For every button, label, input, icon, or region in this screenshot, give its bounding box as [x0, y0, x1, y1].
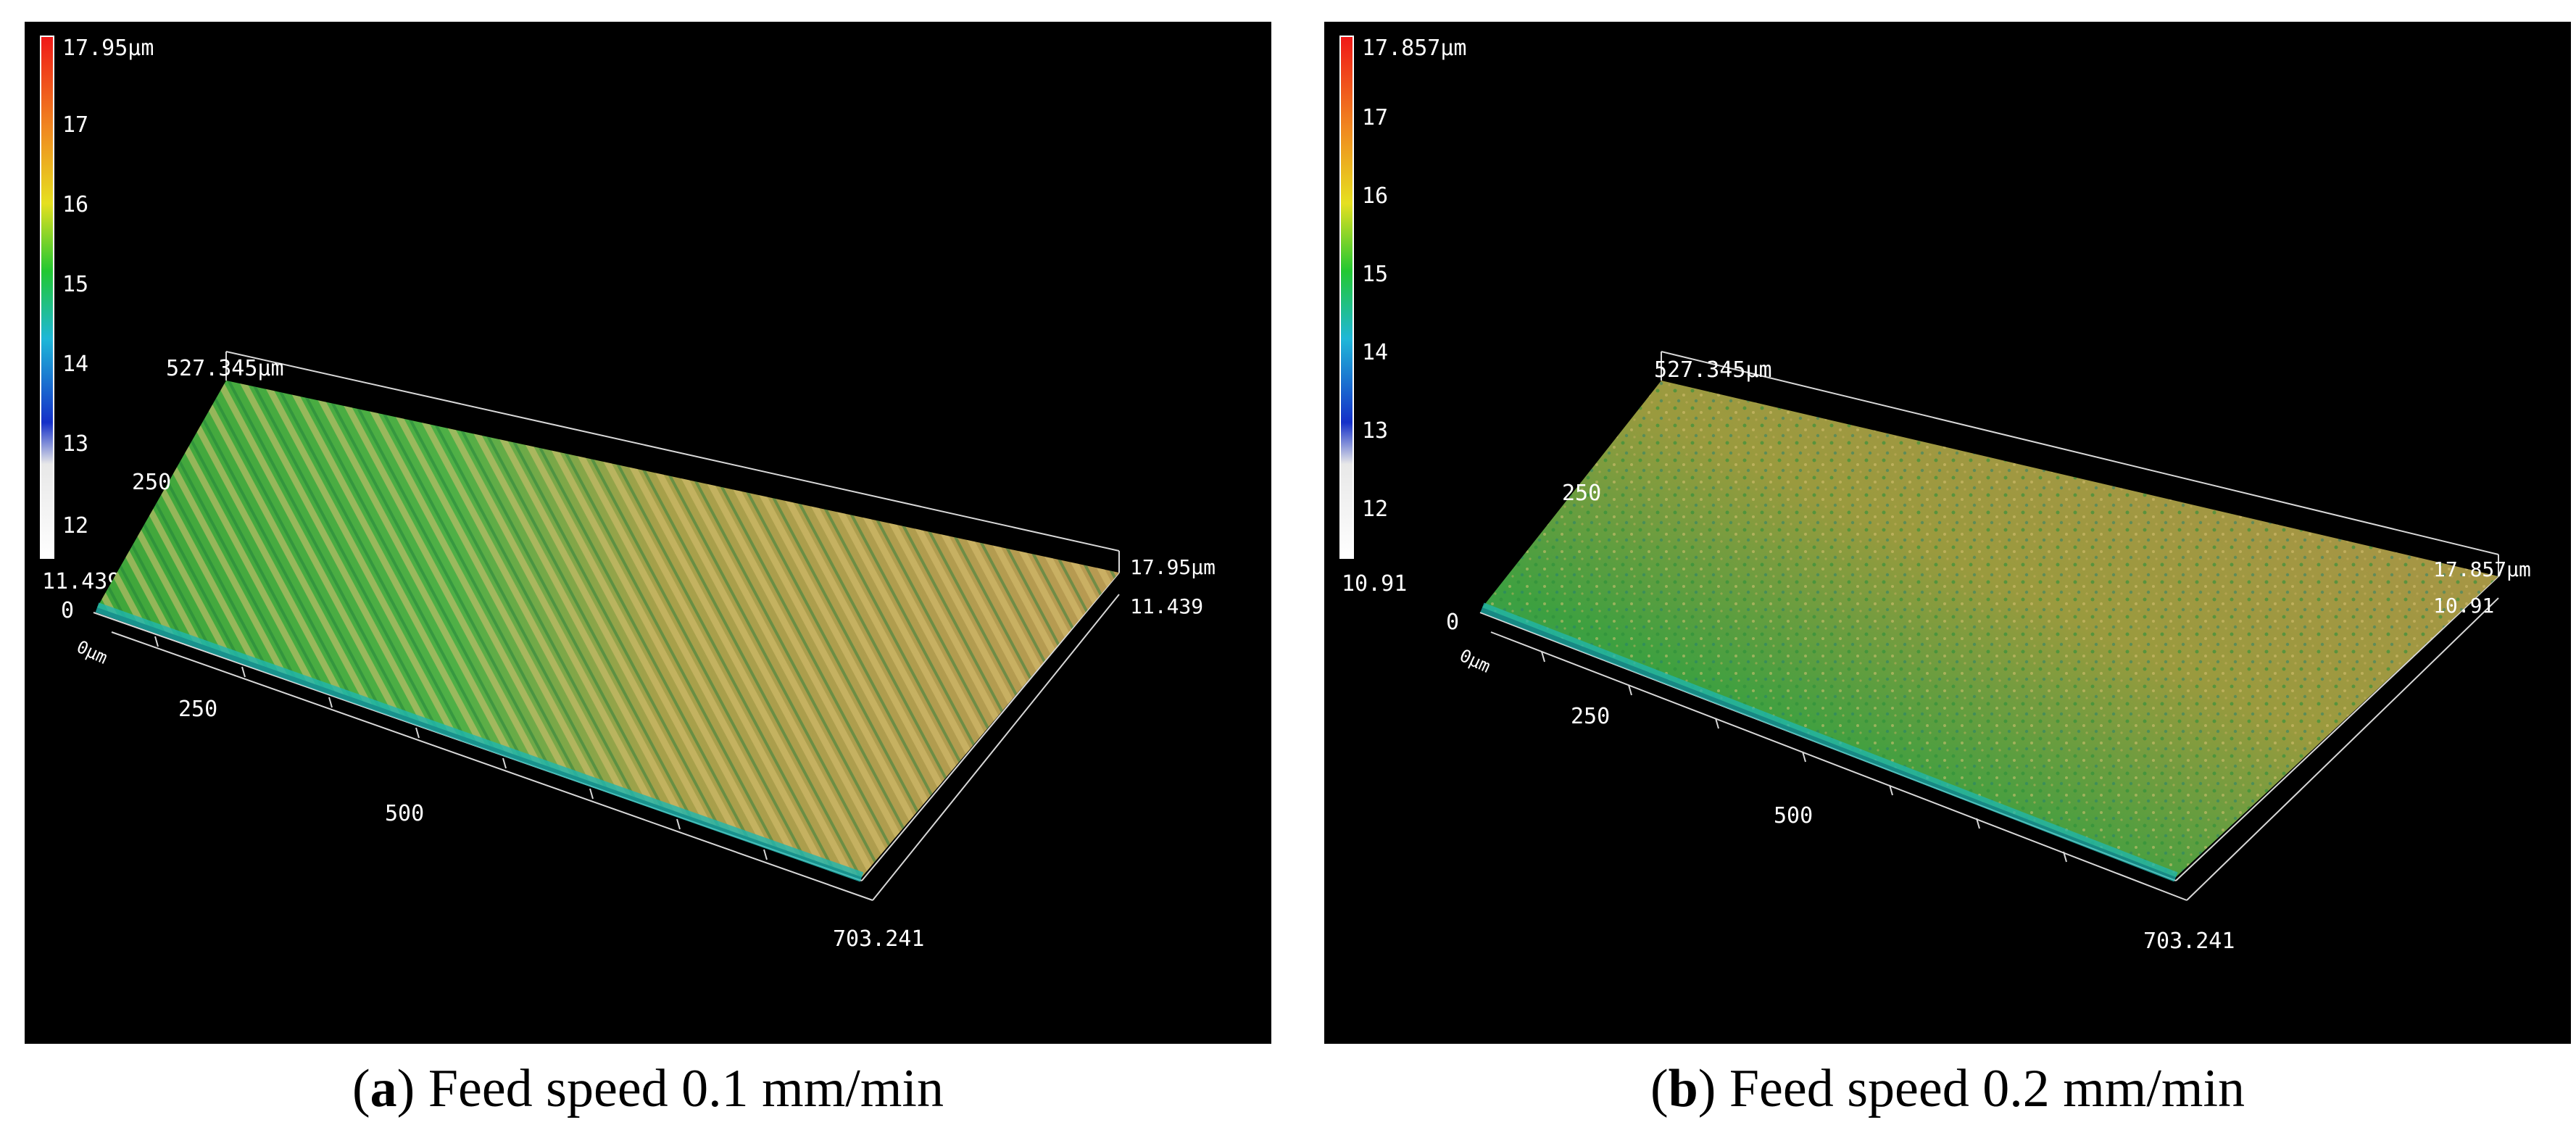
figure-panel-b: 17.857µm 17 16 15 14 13 12 10.91: [1324, 22, 2571, 1044]
caption-text: Feed speed 0.1 mm/min: [428, 1059, 944, 1118]
surface-front-edge: [95, 602, 864, 882]
surface-speckle: [1482, 381, 2498, 877]
x-extent-label: 703.241: [833, 926, 924, 952]
y-zero-label: 0: [61, 598, 74, 623]
z-min-label: 11.439: [1130, 594, 1203, 618]
x-tick-250: 250: [1571, 704, 1610, 729]
z-max-label: 17.857µm: [2433, 557, 2531, 581]
surface-stripes: [97, 381, 1119, 877]
colorbar: [1339, 36, 1354, 559]
y-extent-label: 527.345µm: [166, 356, 284, 381]
x-tick-250: 250: [178, 697, 217, 722]
x-tick-500: 500: [1774, 803, 1813, 829]
colorbar-tick-16: 16: [1362, 183, 1388, 209]
caption-letter: a: [370, 1059, 397, 1118]
colorbar-tick-12: 12: [62, 513, 88, 539]
y-mid-label: 250: [132, 470, 171, 495]
caption-letter: b: [1668, 1059, 1698, 1118]
x-axis-ticks: [1490, 597, 2499, 901]
surface-front-edge: [1480, 602, 2178, 882]
colorbar-tick-15: 15: [1362, 262, 1388, 287]
x-origin-label: 0µm: [1456, 645, 1493, 677]
x-axis-ticks: [111, 594, 1120, 901]
y-zero-label: 0: [1446, 610, 1459, 635]
colorbar-tick-16: 16: [62, 192, 88, 217]
colorbar-tick-12: 12: [1362, 497, 1388, 522]
y-mid-label: 250: [1562, 481, 1601, 506]
caption-text: Feed speed 0.2 mm/min: [1729, 1059, 2245, 1118]
caption-a: (a) Feed speed 0.1 mm/min: [352, 1059, 944, 1118]
colorbar-tick-13: 13: [1362, 418, 1388, 444]
x-extent-label: 703.241: [2143, 929, 2235, 954]
colorbar-tick-14: 14: [1362, 340, 1388, 365]
z-min-label: 10.91: [2433, 594, 2494, 618]
colorbar-tick-15: 15: [62, 272, 88, 297]
colorbar-min-label: 10.91: [1342, 571, 1407, 597]
z-max-label: 17.95µm: [1130, 555, 1216, 579]
colorbar-tick-17: 17: [1362, 105, 1388, 130]
colorbar: [40, 36, 54, 559]
caption-b: (b) Feed speed 0.2 mm/min: [1650, 1059, 2245, 1118]
x-tick-500: 500: [385, 801, 424, 826]
colorbar-max-label: 17.95µm: [62, 36, 154, 61]
y-extent-label: 527.345µm: [1654, 357, 1772, 383]
x-origin-label: 0µm: [73, 636, 110, 668]
colorbar-tick-17: 17: [62, 112, 88, 138]
colorbar-tick-14: 14: [62, 352, 88, 377]
colorbar-max-label: 17.857µm: [1362, 36, 1467, 61]
figure-panel-a: 17.95µm 17 16 15 14 13 12 11.439: [25, 22, 1271, 1044]
colorbar-tick-13: 13: [62, 431, 88, 457]
